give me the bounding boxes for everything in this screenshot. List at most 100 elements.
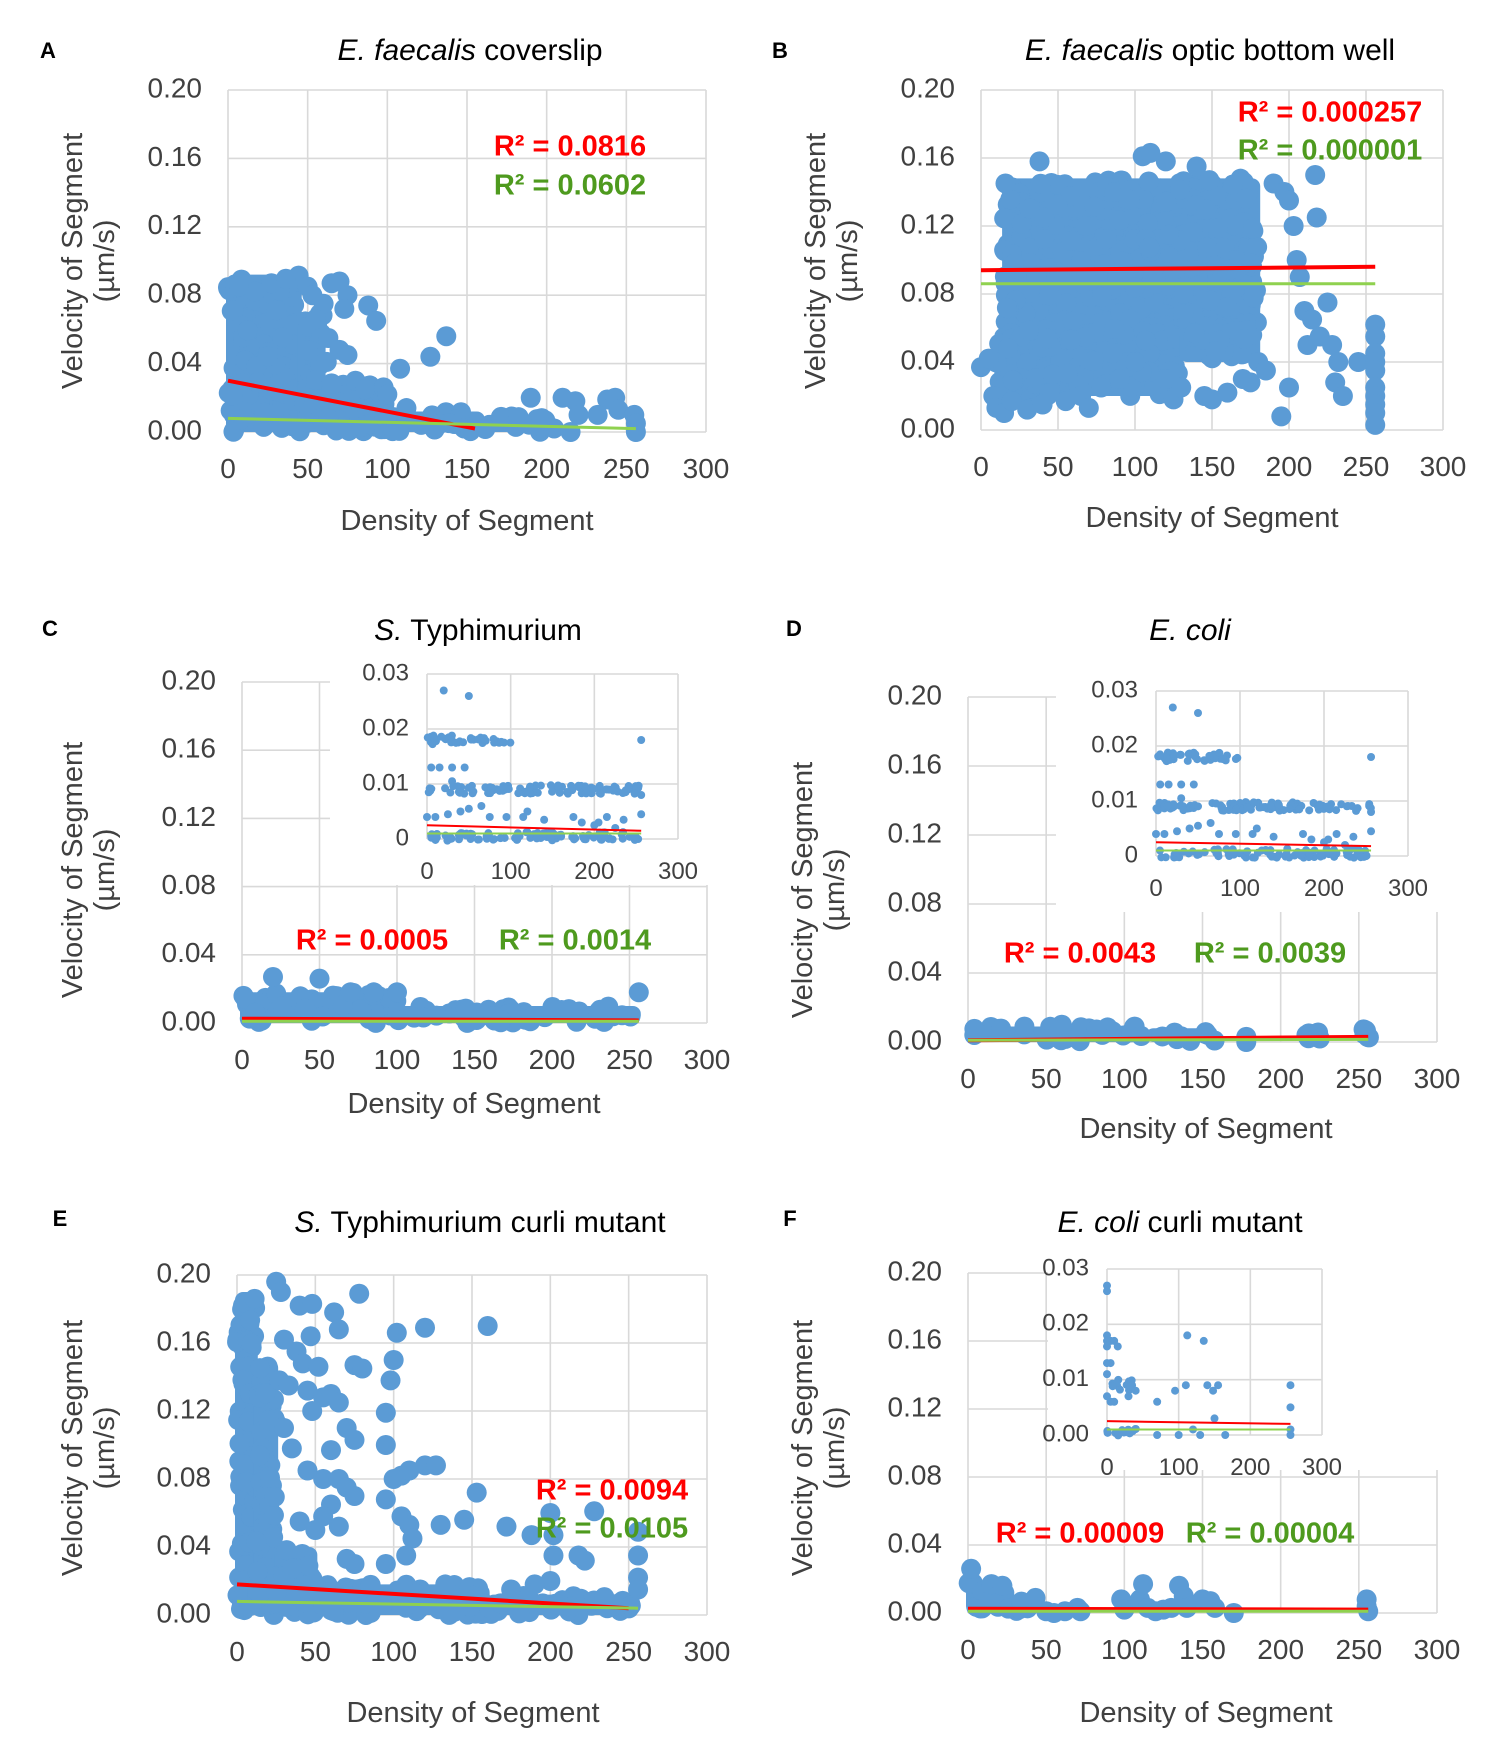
inset-background	[1056, 658, 1470, 912]
scatter-point	[991, 1018, 1012, 1039]
scatter-point	[1140, 142, 1161, 163]
red-r2-label: R² = 0.0005	[296, 925, 448, 957]
inset-scatter-point	[1221, 1431, 1230, 1439]
inset-x-tick-label: 100	[491, 858, 531, 885]
scatter-point	[560, 422, 581, 442]
x-tick-label: 250	[1335, 1063, 1382, 1094]
scatter-point	[363, 982, 384, 1003]
inset-scatter-point	[1367, 753, 1376, 761]
x-tick-label: 150	[451, 1044, 498, 1075]
panel-title-italic: E. coli	[1149, 614, 1232, 647]
y-tick-label: 0.12	[888, 1391, 943, 1422]
scatter-point	[608, 399, 629, 420]
green-r2-label: R² = 0.0602	[494, 170, 646, 202]
x-axis-title: Density of Segment	[1079, 1113, 1332, 1145]
scatter-point	[337, 345, 358, 366]
x-tick-label: 250	[606, 1044, 653, 1075]
inset-scatter-point	[582, 789, 591, 798]
inset-scatter-point	[522, 828, 531, 837]
scatter-point	[1034, 207, 1055, 228]
scatter-point	[1184, 323, 1205, 344]
panel-title: E. coli	[1149, 614, 1232, 647]
scatter-point	[1332, 386, 1353, 406]
inset-scatter-point	[485, 813, 494, 821]
scatter-point	[454, 1509, 475, 1530]
y-tick-label: 0.04	[901, 344, 956, 375]
panel-a-svg: A E. faecalis coverslip 0 50 100 150 200 250 300…	[40, 34, 729, 537]
inset-scatter-point	[574, 781, 583, 790]
inset-scatter-point	[1206, 819, 1215, 827]
scatter-point	[1139, 237, 1160, 258]
scatter-point	[270, 1282, 291, 1302]
scatter-point	[389, 420, 410, 441]
inset-scatter-point	[1229, 850, 1238, 859]
scatter-point	[249, 1445, 270, 1466]
scatter-point	[428, 1599, 449, 1620]
inset-red-trendline	[1106, 1420, 1291, 1425]
y-axis-title-line1: Velocity of Segment	[57, 1320, 89, 1576]
inset-scatter-point	[580, 835, 589, 844]
inset-scatter-point	[1242, 803, 1251, 812]
scatter-point	[520, 387, 541, 408]
x-tick-label: 200	[1257, 1634, 1304, 1665]
scatter-point	[380, 1370, 401, 1391]
scatter-point	[994, 208, 1015, 229]
scatter-point	[978, 1591, 999, 1612]
scatter-point	[1078, 397, 1099, 418]
panel-title: S. Typhimurium	[374, 614, 582, 647]
scatter-point	[375, 1402, 396, 1423]
scatter-point	[1011, 213, 1032, 234]
scatter-point	[1358, 1601, 1379, 1622]
scatter-point	[1255, 360, 1276, 381]
scatter-point	[1062, 311, 1083, 332]
scatter-point	[1271, 406, 1292, 427]
panel-letter: A	[40, 38, 56, 63]
scatter-point	[292, 1353, 313, 1374]
inset-scatter-point	[1164, 780, 1173, 789]
inset-scatter-point	[1286, 1381, 1295, 1390]
green-trendline	[967, 1037, 1369, 1042]
green-r2-label: R² = 0.00004	[1186, 1518, 1354, 1550]
scatter-point	[321, 373, 342, 394]
scatter-point	[1002, 370, 1023, 391]
scatter-point	[386, 1322, 407, 1343]
x-tick-label: 250	[1343, 451, 1390, 482]
x-tick-label: 300	[1420, 451, 1467, 482]
x-tick-label: 50	[1042, 451, 1073, 482]
scatter-point	[477, 1316, 498, 1336]
scatter-point	[508, 407, 529, 428]
inset-scatter-point	[581, 782, 590, 791]
scatter-point	[568, 404, 589, 425]
scatter-point	[375, 1554, 396, 1574]
scatter-point	[237, 320, 258, 341]
scatter-point	[997, 338, 1018, 359]
inset-scatter-point	[602, 813, 611, 821]
scatter-point	[1034, 229, 1055, 250]
scatter-point	[1039, 285, 1060, 306]
scatter-point	[558, 999, 579, 1020]
inset-scatter-point	[1179, 806, 1188, 815]
scatter-point	[328, 1516, 349, 1537]
scatter-point	[1016, 353, 1037, 374]
scatter-point	[228, 276, 249, 297]
y-axis-title-unit: (µm/s)	[89, 220, 121, 303]
scatter-points	[227, 1271, 649, 1625]
x-tick-label: 250	[1335, 1634, 1382, 1665]
scatter-point	[271, 996, 292, 1017]
red-trendline	[967, 1606, 1369, 1612]
green-r2-label: R² = 0.0105	[536, 1513, 688, 1545]
scatter-point	[425, 1455, 446, 1476]
red-r2-label: R² = 0.0094	[536, 1475, 688, 1507]
scatter-point	[1019, 198, 1040, 219]
scatter-point	[282, 1558, 303, 1579]
inset-x-tick-label: 0	[1100, 1454, 1113, 1481]
scatter-point	[274, 1418, 294, 1438]
x-tick-label: 100	[364, 453, 411, 484]
scatter-point	[375, 1435, 396, 1455]
inset-scatter-point	[1173, 827, 1181, 836]
scatter-point	[1365, 326, 1386, 347]
scatter-point	[521, 1525, 542, 1546]
inset-scatter-point	[437, 732, 446, 741]
panel-d-svg: D E. coli 0 50 100 150 200 250 300 0.00 0.04 0.08 0.…	[786, 614, 1470, 1145]
